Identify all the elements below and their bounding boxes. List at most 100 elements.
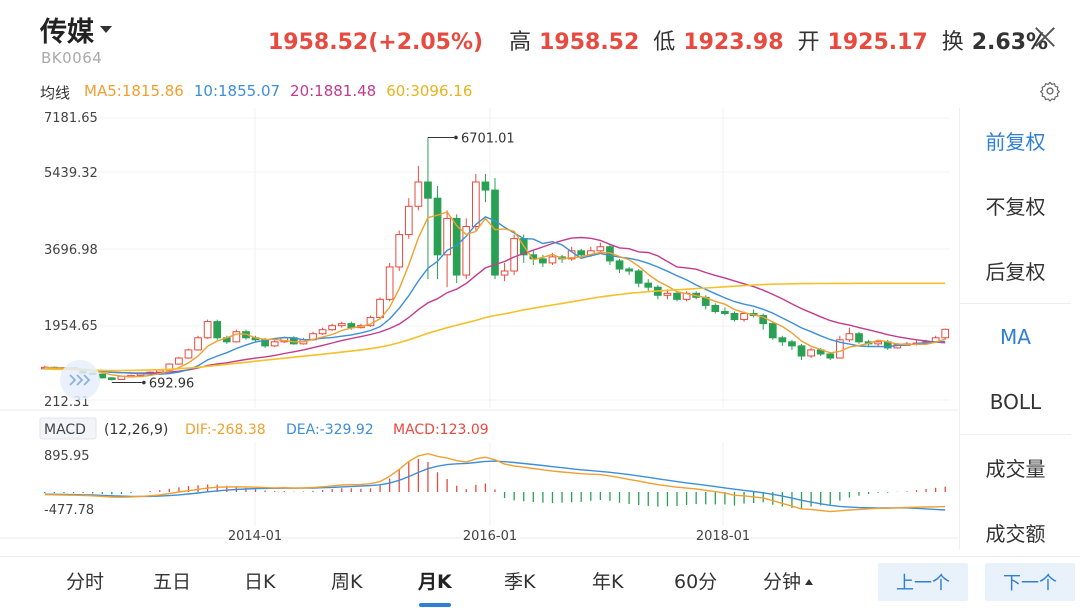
max-price-label: 6701.01 xyxy=(461,131,515,146)
time-axis-label: 2016-01 xyxy=(463,529,517,544)
candle-up xyxy=(548,256,557,264)
sector-title: 传媒 xyxy=(40,17,94,48)
candle-down xyxy=(433,197,442,256)
high-value: 1958.52 xyxy=(539,30,640,55)
candle-down xyxy=(673,292,681,300)
tab-minute-menu[interactable]: 分钟 xyxy=(763,567,814,594)
candle-down xyxy=(855,333,863,343)
macd-dif-value: DIF:-268.38 xyxy=(185,422,266,438)
high-label: 高 xyxy=(509,30,532,55)
sector-selector[interactable]: 传媒 xyxy=(40,10,112,49)
candle-down xyxy=(98,373,107,379)
turnover-label: 换 xyxy=(941,30,964,55)
candle-up xyxy=(318,329,327,335)
ma-legend-title: 均线 xyxy=(40,84,71,102)
time-axis-label: 2018-01 xyxy=(696,529,750,544)
price-tick-label: 5439.32 xyxy=(44,166,98,181)
tab-monthly-k[interactable]: 月K xyxy=(418,571,452,593)
open-label: 开 xyxy=(797,30,820,55)
tab-weekly-k[interactable]: 周K xyxy=(331,571,363,593)
quote-summary: 1958.52(+2.05%) 高 1958.52 低 1923.98 开 19… xyxy=(268,24,1048,56)
next-button[interactable]: 下一个 xyxy=(985,563,1075,601)
candle-up xyxy=(376,298,384,319)
tab-five-day[interactable]: 五日 xyxy=(153,571,192,593)
tab-yearly-k[interactable]: 年K xyxy=(592,571,624,593)
min-marker-dot xyxy=(142,380,146,385)
macd-tick-label: 895.95 xyxy=(44,449,90,464)
candle-down xyxy=(730,313,739,321)
candle-down xyxy=(213,321,222,339)
macd-indicator-button[interactable] xyxy=(39,417,97,440)
tab-intraday[interactable]: 分时 xyxy=(66,571,105,593)
candle-down xyxy=(424,181,432,199)
candle-up xyxy=(471,181,480,228)
candle-up xyxy=(510,238,519,272)
candle-down xyxy=(768,323,777,339)
candle-up xyxy=(203,321,212,339)
macd-tick-label: -477.78 xyxy=(44,503,94,518)
low-label: 低 xyxy=(653,30,676,55)
candle-down xyxy=(644,282,653,288)
candle-down xyxy=(778,337,787,343)
indicator-group: MA BOLL xyxy=(960,304,1071,435)
candle-down xyxy=(107,377,116,380)
period-tabs: 分时 五日 日K 周K 月K 季K 年K 60分 分钟 上一个 下一个 xyxy=(0,556,1080,608)
candle-down xyxy=(797,345,806,357)
kline-chart[interactable]: 7181.655439.323696.981954.65212.316701.0… xyxy=(0,108,958,550)
candle-up xyxy=(941,328,950,339)
close-icon[interactable] xyxy=(1030,22,1060,52)
volume-option[interactable]: 成交量 xyxy=(985,457,1046,481)
price-tick-label: 7181.65 xyxy=(44,111,98,126)
amount-option[interactable]: 成交额 xyxy=(985,522,1046,546)
caret-up-icon xyxy=(805,579,814,585)
price-change: 1958.52(+2.05%) xyxy=(268,30,484,55)
ma20-line xyxy=(44,236,946,374)
candle-down xyxy=(788,341,796,347)
candle-down xyxy=(491,189,499,276)
macd-dea-value: DEA:-329.92 xyxy=(286,422,374,438)
candle-up xyxy=(500,270,509,276)
sub-indicator-group: 成交量 成交额 xyxy=(960,435,1071,565)
candle-down xyxy=(577,250,586,256)
candle-up xyxy=(328,325,337,331)
candle-down xyxy=(625,268,633,272)
open-value: 1925.17 xyxy=(827,30,928,55)
boll-indicator-option[interactable]: BOLL xyxy=(989,389,1042,414)
candle-down xyxy=(481,181,490,191)
candle-up xyxy=(835,339,844,359)
tab-daily-k[interactable]: 日K xyxy=(244,571,276,593)
ma-indicator-option[interactable]: MA xyxy=(1000,324,1031,349)
macd-params: (12,26,9) xyxy=(104,422,168,438)
backward-adjust-option[interactable]: 后复权 xyxy=(985,260,1046,284)
tab-60min[interactable]: 60分 xyxy=(674,571,718,593)
price-tick-label: 1954.65 xyxy=(44,319,98,334)
candle-up xyxy=(404,205,413,236)
candle-down xyxy=(721,310,729,315)
prev-button[interactable]: 上一个 xyxy=(878,563,968,601)
ma60-line xyxy=(44,282,946,372)
active-tab-indicator xyxy=(419,603,451,607)
forward-adjust-option[interactable]: 前复权 xyxy=(985,130,1046,154)
macd-name: MACD xyxy=(44,422,86,438)
candle-down xyxy=(634,270,643,284)
candle-up xyxy=(414,181,423,207)
tab-quarterly-k[interactable]: 季K xyxy=(504,571,536,593)
ma5-value: MA5:1815.86 xyxy=(84,82,184,100)
max-marker-dot xyxy=(454,135,458,140)
macd-dea-line xyxy=(44,460,946,511)
macd-dif-line xyxy=(44,452,946,513)
candle-up xyxy=(194,337,202,351)
expand-handle-icon[interactable] xyxy=(60,360,100,400)
candle-up xyxy=(395,234,404,268)
candle-up xyxy=(165,363,174,371)
settings-gear-icon[interactable] xyxy=(1039,80,1061,102)
no-adjust-option[interactable]: 不复权 xyxy=(985,195,1046,219)
candle-up xyxy=(184,349,193,359)
candle-up xyxy=(385,266,394,300)
adjust-group: 前复权 不复权 后复权 xyxy=(960,108,1071,304)
time-axis-label: 2014-01 xyxy=(228,529,282,544)
ma10-value: 10:1855.07 xyxy=(193,82,281,100)
ma20-value: 20:1881.48 xyxy=(290,82,377,100)
caret-down-icon xyxy=(100,26,112,33)
ma5-line xyxy=(44,211,946,378)
